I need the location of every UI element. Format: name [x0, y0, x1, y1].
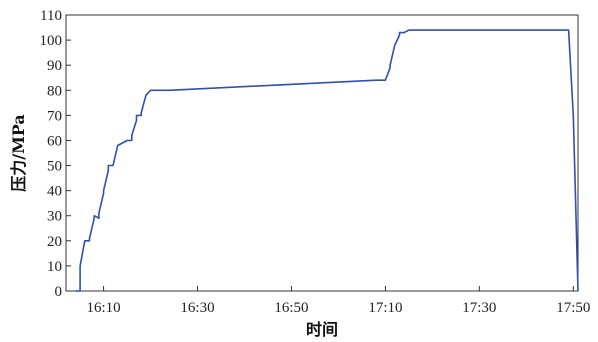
- y-tick-label: 100: [40, 33, 63, 49]
- x-tick-label: 16:30: [180, 300, 214, 316]
- x-tick-label: 17:50: [556, 300, 590, 316]
- plot-frame: [65, 14, 579, 292]
- y-tick-label: 0: [55, 284, 63, 300]
- x-axis-title: 时间: [306, 320, 338, 339]
- y-tick-label: 10: [47, 259, 62, 275]
- x-tick-label: 16:50: [274, 300, 308, 316]
- y-tick-label: 70: [47, 108, 62, 124]
- y-axis-title: 压力/MPa: [9, 114, 28, 192]
- y-tick-label: 60: [47, 133, 62, 149]
- x-tick-label: 17:10: [368, 300, 402, 316]
- y-tick-label: 80: [47, 83, 62, 99]
- y-tick-label: 20: [47, 234, 62, 250]
- x-axis: 16:10 16:30 16:50 17:10 17:30 17:50: [86, 286, 590, 316]
- y-tick-label: 50: [47, 159, 62, 175]
- y-tick-label: 110: [40, 8, 62, 24]
- y-tick-label: 30: [47, 209, 62, 225]
- x-tick-label: 16:10: [86, 300, 120, 316]
- y-tick-label: 40: [47, 184, 62, 200]
- y-tick-label: 90: [47, 58, 62, 74]
- x-tick-label: 17:30: [462, 300, 496, 316]
- y-axis: 0 10 20 30 40 50 60 70 80 90 100 110: [40, 8, 71, 300]
- pressure-series-line: [75, 29, 579, 292]
